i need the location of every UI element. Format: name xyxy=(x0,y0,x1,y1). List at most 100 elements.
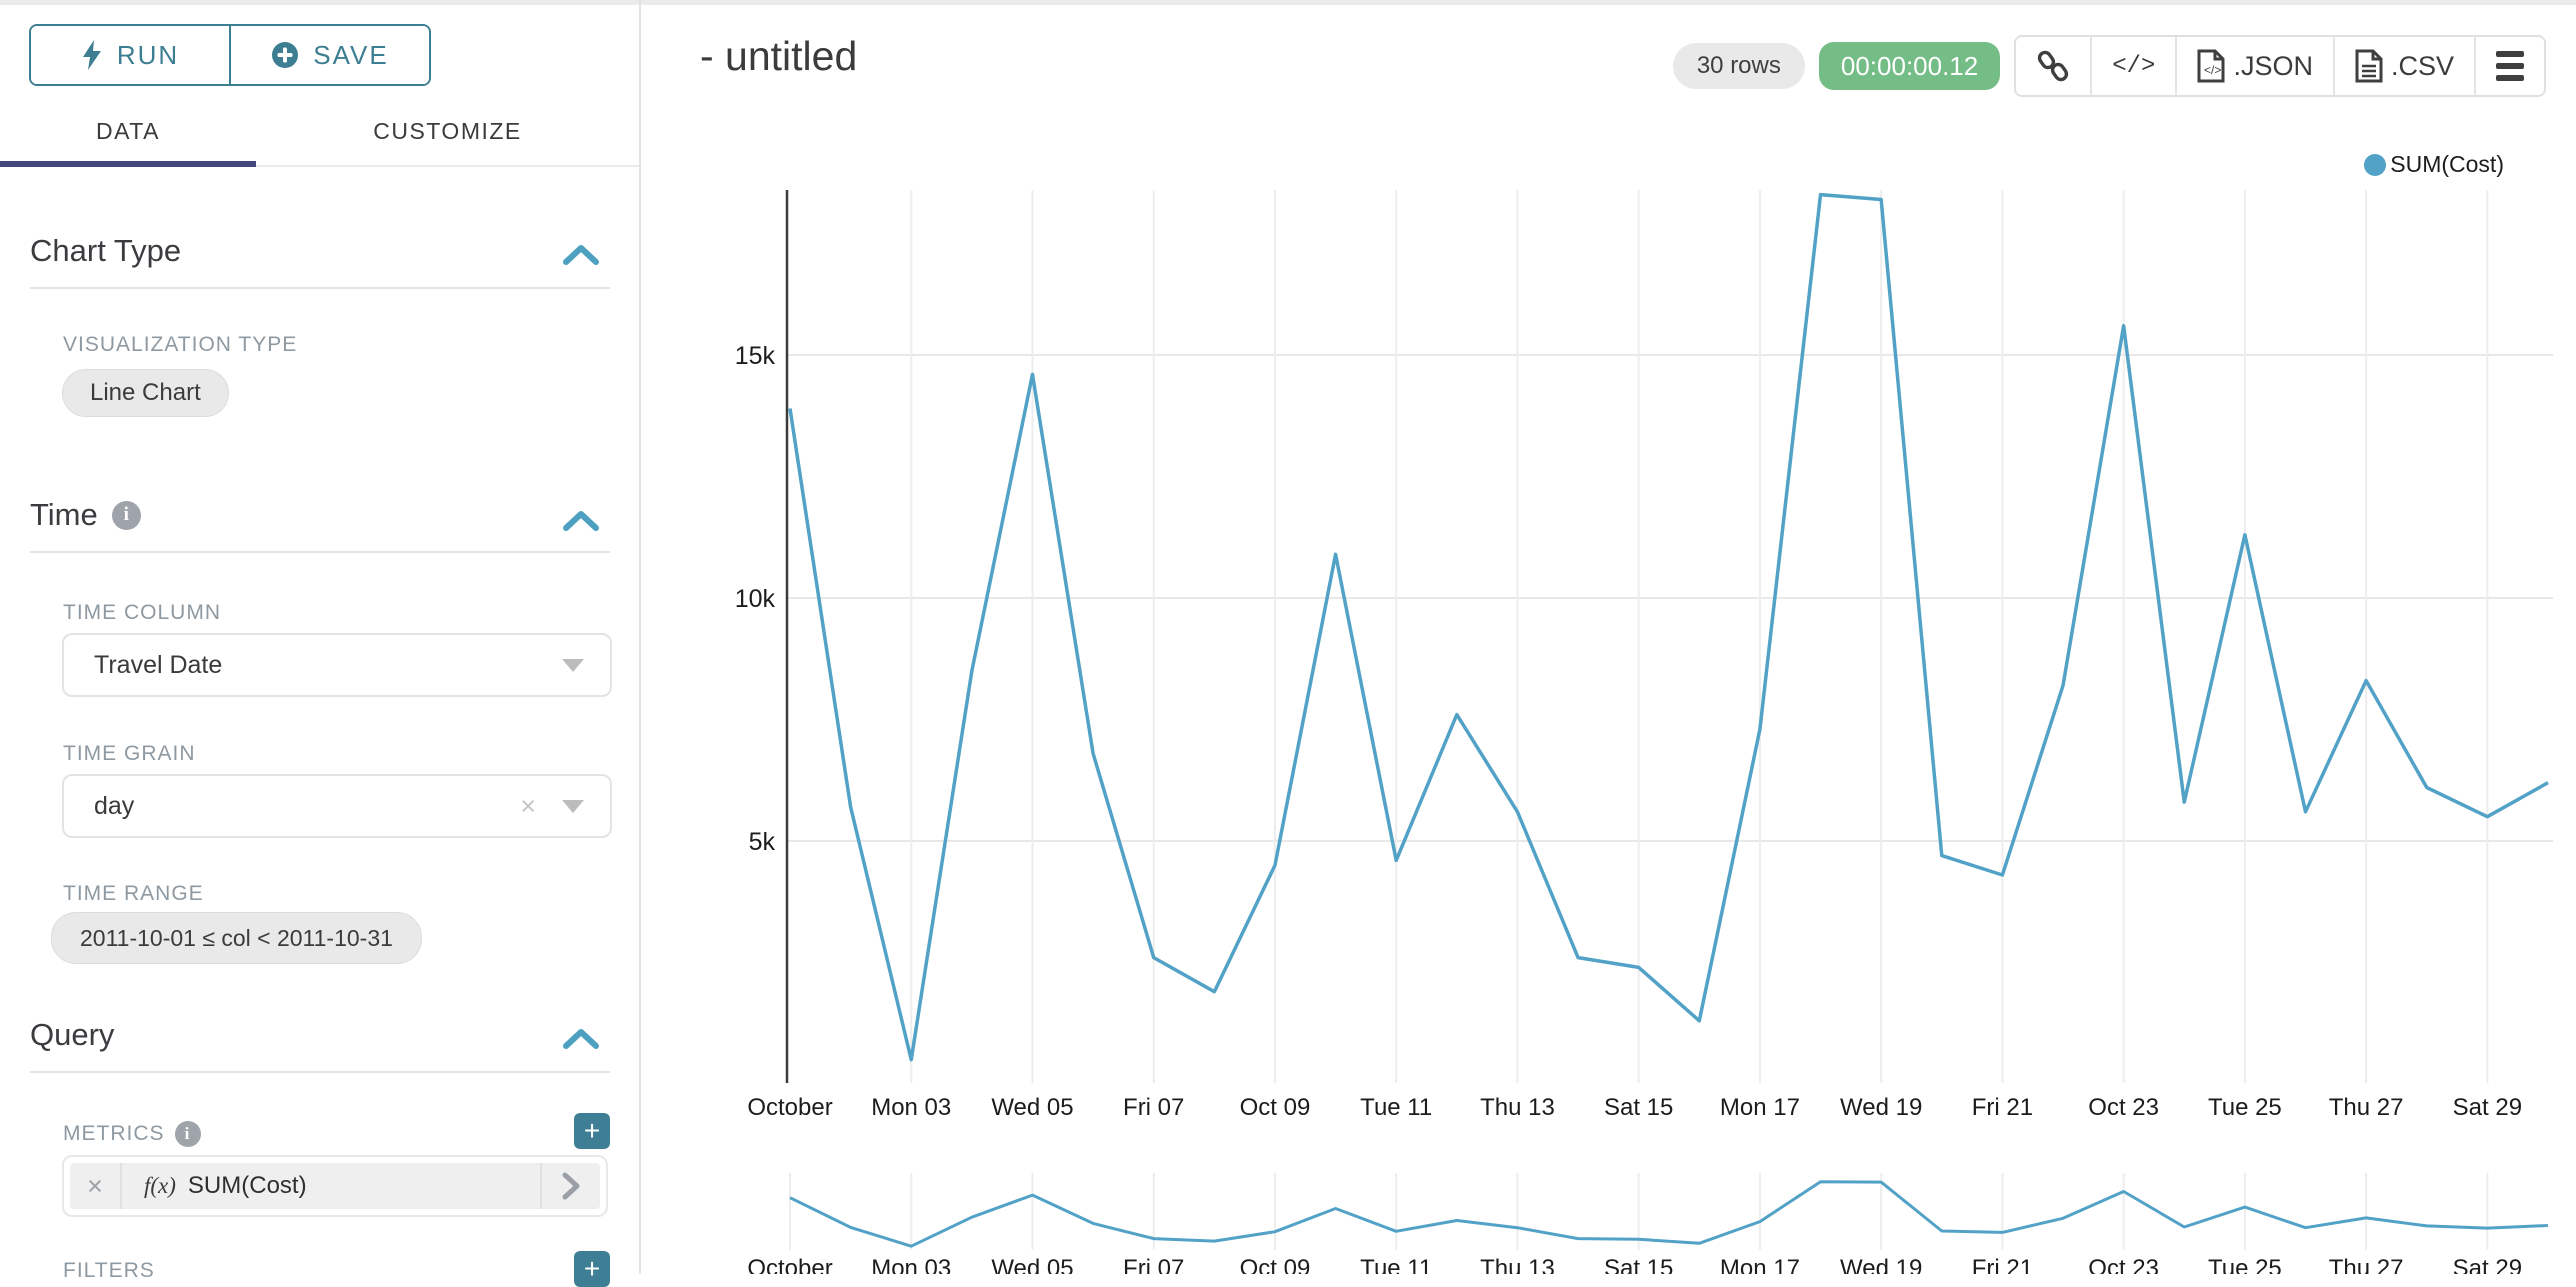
metrics-label: METRICS i xyxy=(63,1121,201,1147)
svg-text:Mon 03: Mon 03 xyxy=(871,1255,951,1274)
svg-text:October: October xyxy=(747,1094,832,1121)
metric-name: SUM(Cost) xyxy=(187,1172,307,1199)
clear-icon[interactable]: × xyxy=(520,790,536,821)
chart-menu-button[interactable] xyxy=(2474,37,2544,95)
lightning-icon xyxy=(82,40,101,70)
run-button[interactable]: RUN xyxy=(31,26,231,84)
save-button-label: SAVE xyxy=(313,39,389,70)
chevron-up-icon xyxy=(563,1028,599,1049)
svg-text:Oct 09: Oct 09 xyxy=(1240,1094,1311,1121)
time-column-select[interactable]: Travel Date xyxy=(62,633,612,697)
visualization-type-pill[interactable]: Line Chart xyxy=(62,369,229,417)
plus-circle-icon xyxy=(272,42,299,68)
time-grain-select[interactable]: day × xyxy=(62,774,612,838)
run-button-label: RUN xyxy=(116,39,180,70)
svg-text:Tue 25: Tue 25 xyxy=(2208,1094,2282,1121)
chart-header-actions: 30 rows 00:00:00.12 </> xyxy=(1672,35,2546,97)
panel-divider xyxy=(639,0,641,1274)
chart-area: - untitled 30 rows 00:00:00.12 xyxy=(641,5,2576,1274)
view-query-button[interactable]: </> xyxy=(2090,37,2176,95)
export-csv-button[interactable]: .CSV xyxy=(2332,37,2474,95)
svg-text:Sat 29: Sat 29 xyxy=(2453,1255,2522,1274)
svg-text:Sat 29: Sat 29 xyxy=(2453,1094,2522,1121)
top-border xyxy=(0,0,2576,5)
time-column-label: TIME COLUMN xyxy=(63,601,221,624)
metric-control[interactable]: × f(x) SUM(Cost) xyxy=(62,1155,608,1217)
function-icon: f(x) xyxy=(144,1173,176,1198)
svg-text:Fri 07: Fri 07 xyxy=(1123,1255,1184,1274)
tab-data[interactable]: DATA xyxy=(0,97,256,165)
mini-brush-chart[interactable] xyxy=(789,1173,2549,1250)
legend-item[interactable]: SUM(Cost) xyxy=(2364,151,2504,178)
svg-text:Thu 27: Thu 27 xyxy=(2329,1094,2404,1121)
code-icon: </> xyxy=(2112,52,2156,80)
legend-color-dot xyxy=(2364,153,2387,176)
svg-text:Mon 03: Mon 03 xyxy=(871,1094,951,1121)
caret-down-icon xyxy=(562,799,584,813)
section-divider xyxy=(30,551,610,553)
time-column-value: Travel Date xyxy=(94,650,223,679)
filters-label: FILTERS xyxy=(63,1259,155,1282)
tab-data-label: DATA xyxy=(96,117,160,144)
remove-metric-icon[interactable]: × xyxy=(70,1163,122,1209)
export-json-button[interactable]: </> .JSON xyxy=(2175,37,2333,95)
chart-type-section-title: Chart Type xyxy=(30,233,182,268)
visualization-type-value: Line Chart xyxy=(90,379,201,406)
section-divider xyxy=(30,287,610,289)
svg-text:</>: </> xyxy=(2204,63,2221,77)
expand-metric-button[interactable] xyxy=(540,1163,600,1209)
file-code-icon: </> xyxy=(2197,49,2225,83)
panel-tabs: DATA CUSTOMIZE xyxy=(0,97,639,167)
time-range-pill[interactable]: 2011-10-01 ≤ col < 2011-10-31 xyxy=(51,912,422,964)
caret-down-icon xyxy=(562,658,584,672)
svg-text:Fri 07: Fri 07 xyxy=(1123,1094,1184,1121)
query-section-title: Query xyxy=(30,1017,115,1052)
query-collapse-button[interactable] xyxy=(560,1023,602,1057)
svg-text:Tue 11: Tue 11 xyxy=(1360,1255,1432,1274)
svg-text:10k: 10k xyxy=(735,585,776,613)
chart-type-collapse-button[interactable] xyxy=(560,239,602,273)
run-save-button-group: RUN SAVE xyxy=(29,24,431,86)
svg-text:Oct 23: Oct 23 xyxy=(2088,1094,2159,1121)
tab-customize[interactable]: CUSTOMIZE xyxy=(256,97,639,165)
time-grain-value: day xyxy=(94,791,135,820)
metric-row: × f(x) SUM(Cost) xyxy=(70,1163,600,1209)
chevron-up-icon xyxy=(563,244,599,265)
control-panel-sidebar: RUN SAVE DATA CUSTOMIZE Chart Type xyxy=(0,5,639,1287)
add-filter-button[interactable]: + xyxy=(574,1251,610,1287)
legend-label: SUM(Cost) xyxy=(2390,151,2504,177)
svg-text:Oct 23: Oct 23 xyxy=(2088,1255,2159,1274)
svg-text:15k: 15k xyxy=(735,342,776,370)
time-section-title: Time i xyxy=(30,497,141,533)
svg-text:October: October xyxy=(747,1255,832,1274)
row-count-badge: 30 rows xyxy=(1672,43,1805,89)
chevron-up-icon xyxy=(563,510,599,531)
chevron-right-icon xyxy=(562,1172,580,1200)
svg-text:Oct 09: Oct 09 xyxy=(1240,1255,1311,1274)
hamburger-icon xyxy=(2496,51,2524,81)
save-button[interactable]: SAVE xyxy=(231,26,429,84)
svg-text:Thu 27: Thu 27 xyxy=(2329,1255,2404,1274)
visualization-type-label: VISUALIZATION TYPE xyxy=(63,333,298,356)
svg-text:Wed 19: Wed 19 xyxy=(1840,1094,1922,1121)
share-link-button[interactable] xyxy=(2016,37,2091,95)
time-grain-label: TIME GRAIN xyxy=(63,742,196,765)
svg-text:Thu 13: Thu 13 xyxy=(1480,1255,1555,1274)
svg-text:Thu 13: Thu 13 xyxy=(1480,1094,1555,1121)
svg-text:Tue 25: Tue 25 xyxy=(2208,1255,2282,1274)
query-timer-badge: 00:00:00.12 xyxy=(1818,42,2001,90)
tab-customize-label: CUSTOMIZE xyxy=(373,117,522,144)
svg-text:Mon 17: Mon 17 xyxy=(1720,1094,1800,1121)
svg-text:Fri 21: Fri 21 xyxy=(1972,1255,2033,1274)
chart-title[interactable]: - untitled xyxy=(700,33,858,79)
line-chart-canvas: 5k 10k 15k October October Mon 03 Mon 03 Wed 05… xyxy=(735,190,2553,1274)
info-icon: i xyxy=(111,500,141,530)
svg-text:Tue 11: Tue 11 xyxy=(1360,1094,1432,1121)
svg-text:Sat 15: Sat 15 xyxy=(1604,1094,1673,1121)
time-collapse-button[interactable] xyxy=(560,505,602,539)
add-metric-button[interactable]: + xyxy=(574,1113,610,1149)
section-divider xyxy=(30,1071,610,1073)
json-label: .JSON xyxy=(2233,50,2313,81)
svg-text:Wed 19: Wed 19 xyxy=(1840,1255,1922,1274)
